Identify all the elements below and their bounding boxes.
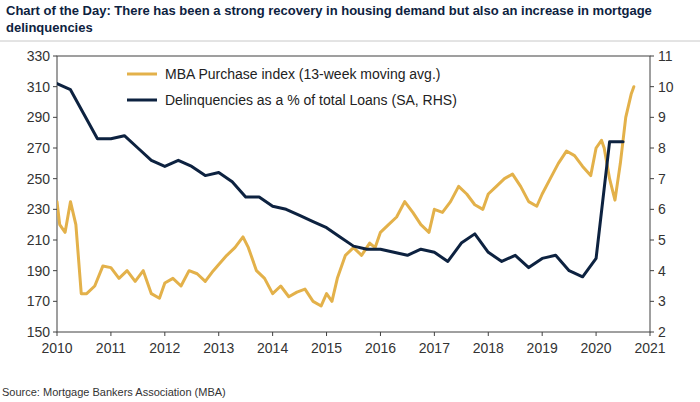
y-tick <box>53 178 57 179</box>
x-tick <box>272 332 273 336</box>
y-tick-label: 290 <box>27 109 51 125</box>
y-tick <box>53 117 57 118</box>
y2-tick-label: 2 <box>658 324 666 340</box>
x-tick-label: 2014 <box>257 340 288 356</box>
y-tick <box>53 148 57 149</box>
y2-tick <box>650 148 654 149</box>
x-tick-label: 2011 <box>96 340 126 356</box>
y2-tick-label: 11 <box>658 48 673 64</box>
y-tick <box>53 332 57 333</box>
x-tick <box>380 332 381 336</box>
x-tick <box>326 332 327 336</box>
y2-tick-label: 4 <box>658 263 666 279</box>
x-tick-label: 2018 <box>473 340 504 356</box>
title: Chart of the Day: There has been a stron… <box>6 3 652 35</box>
title-line: Chart of the Day: There has been a stron… <box>6 3 652 18</box>
title-rule <box>0 41 700 42</box>
y-tick <box>53 270 57 271</box>
x-tick <box>164 332 165 336</box>
x-tick-label: 2021 <box>634 340 665 356</box>
x-tick-label: 2013 <box>203 340 234 356</box>
y-tick-label: 210 <box>27 232 51 248</box>
x-tick <box>488 332 489 336</box>
y-tick <box>53 301 57 302</box>
y2-tick-label: 8 <box>658 140 666 156</box>
y2-tick <box>650 86 654 87</box>
y2-tick-label: 7 <box>658 171 666 187</box>
source: Source: Mortgage Bankers Association (MB… <box>2 386 226 398</box>
y-tick <box>53 86 57 87</box>
legend-swatch <box>127 99 157 102</box>
y-tick-label: 190 <box>27 263 51 279</box>
series-line <box>57 87 634 306</box>
y2-tick-label: 5 <box>658 232 666 248</box>
x-tick-label: 2012 <box>149 340 180 356</box>
plot-frame <box>57 56 650 332</box>
y-tick-label: 250 <box>27 171 51 187</box>
x-tick-label: 2016 <box>365 340 396 356</box>
legend-label: Delinquencies as a % of total Loans (SA,… <box>165 92 457 108</box>
series-line <box>57 84 623 277</box>
y-tick-label: 170 <box>27 293 51 309</box>
y-tick <box>53 209 57 210</box>
x-tick <box>110 332 111 336</box>
x-tick-label: 2010 <box>41 340 72 356</box>
x-tick <box>218 332 219 336</box>
chart: Chart of the Day: There has been a stron… <box>0 0 700 402</box>
y2-tick <box>650 178 654 179</box>
title-line: delinquencies <box>6 20 93 35</box>
y-tick-label: 150 <box>27 324 51 340</box>
y-tick-label: 310 <box>27 79 51 95</box>
plot-area <box>57 84 634 306</box>
y2-tick <box>650 56 654 57</box>
legend-swatch <box>127 73 157 76</box>
x-tick <box>596 332 597 336</box>
y2-tick <box>650 209 654 210</box>
y2-tick <box>650 117 654 118</box>
y-tick <box>53 240 57 241</box>
x-tick <box>650 332 651 336</box>
y2-tick-label: 3 <box>658 293 666 309</box>
y2-tick-label: 10 <box>658 79 674 95</box>
y2-tick <box>650 301 654 302</box>
y-tick <box>53 56 57 57</box>
y-tick-label: 230 <box>27 201 51 217</box>
y2-tick <box>650 270 654 271</box>
x-tick <box>434 332 435 336</box>
x-tick-label: 2019 <box>527 340 558 356</box>
x-tick <box>542 332 543 336</box>
legend-label: MBA Purchase index (13-week moving avg.) <box>165 66 440 82</box>
x-tick-label: 2015 <box>311 340 342 356</box>
y-tick-label: 270 <box>27 140 51 156</box>
x-tick-label: 2017 <box>419 340 450 356</box>
y2-tick-label: 6 <box>658 201 666 217</box>
x-tick-label: 2020 <box>581 340 612 356</box>
x-tick <box>57 332 58 336</box>
y-tick-label: 330 <box>27 48 51 64</box>
y2-tick <box>650 240 654 241</box>
y2-tick-label: 9 <box>658 109 666 125</box>
y2-tick <box>650 332 654 333</box>
